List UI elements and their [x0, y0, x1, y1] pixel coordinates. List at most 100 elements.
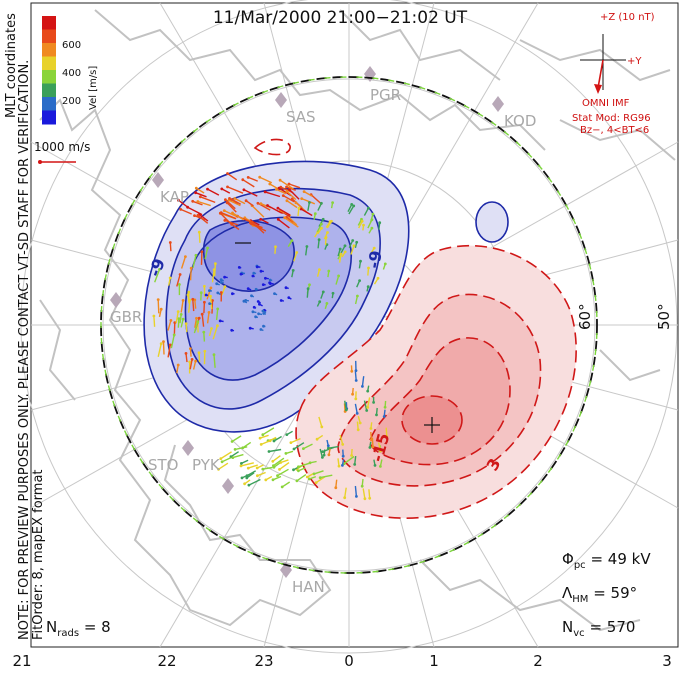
velocity-vector	[371, 437, 374, 447]
velocity-vector-origin	[247, 483, 251, 487]
velocity-vector-origin	[259, 202, 263, 206]
velocity-vector-origin	[197, 316, 201, 320]
velocity-vector-origin	[223, 285, 227, 289]
scale-vector-dot	[38, 160, 42, 164]
velocity-vector-origin	[197, 230, 201, 234]
velocity-vector-origin	[259, 269, 263, 273]
velocity-vector-origin	[302, 447, 305, 450]
n-rads: Nrads = 8	[46, 618, 111, 639]
velocity-vector	[203, 332, 206, 342]
velocity-vector-origin	[295, 479, 299, 483]
velocity-vector-origin	[382, 415, 386, 418]
velocity-vector	[192, 255, 197, 268]
velocity-vector-origin	[258, 175, 262, 179]
velocity-vector	[170, 334, 175, 349]
velocity-vector	[198, 232, 201, 243]
velocity-vector-origin	[343, 250, 347, 254]
velocity-vector	[257, 471, 266, 477]
velocity-vector-origin	[219, 291, 223, 294]
velocity-vector	[338, 254, 342, 263]
velocity-vector-origin	[331, 291, 335, 295]
velocity-vector-origin	[366, 406, 370, 409]
velocity-vector-origin	[383, 405, 387, 409]
velocity-vector-origin	[305, 245, 309, 248]
velocity-vector-origin	[241, 178, 245, 182]
velocity-vector-origin	[343, 244, 347, 248]
velocity-vector	[209, 296, 213, 310]
velocity-vector	[192, 360, 197, 370]
velocity-vector	[220, 451, 232, 460]
velocity-vector	[319, 448, 324, 458]
velocity-vector-origin	[246, 287, 250, 290]
velocity-vector-origin	[354, 379, 358, 382]
velocity-vector	[177, 199, 189, 209]
velocity-vector-origin	[177, 198, 180, 202]
velocity-vector-origin	[240, 462, 243, 465]
velocity-vector	[328, 445, 339, 449]
velocity-vector	[354, 371, 357, 381]
velocity-vector-origin	[198, 195, 202, 199]
velocity-vector-origin	[308, 477, 311, 481]
velocity-vector-origin	[279, 299, 283, 302]
velocity-vector-origin	[331, 201, 334, 205]
velocity-vector-origin	[351, 392, 354, 396]
velocity-vector	[320, 474, 333, 479]
velocity-vector-origin	[251, 310, 255, 314]
velocity-vector-origin	[344, 408, 348, 412]
velocity-vector-origin	[194, 186, 198, 190]
velocity-vector	[180, 208, 192, 215]
phi-pc: Φpc = 49 kV	[562, 550, 651, 571]
velocity-vector-origin	[343, 496, 347, 500]
velocity-vector-origin	[365, 409, 369, 412]
velocity-vector	[301, 197, 316, 205]
velocity-vector-origin	[219, 281, 223, 284]
cbar-segment	[42, 16, 56, 30]
velocity-vector-origin	[325, 302, 329, 305]
velocity-vector-origin	[337, 274, 340, 278]
velocity-vector-origin	[264, 276, 267, 280]
velocity-vector-origin	[179, 208, 183, 211]
velocity-vector-origin	[358, 421, 362, 425]
lambda-symbol: Λ	[562, 584, 573, 602]
velocity-vector-origin	[272, 464, 275, 468]
velocity-vector	[240, 462, 254, 467]
velocity-vector-origin	[220, 460, 224, 464]
velocity-vector-origin	[369, 427, 373, 430]
velocity-vector-origin	[276, 206, 280, 210]
velocity-vector-origin	[334, 486, 338, 490]
velocity-vector	[180, 318, 184, 328]
velocity-vector	[281, 481, 291, 488]
velocity-vector	[224, 199, 236, 210]
velocity-vector-origin	[189, 266, 193, 270]
velocity-vector-origin	[193, 214, 196, 218]
velocity-vector	[284, 217, 299, 228]
velocity-vector	[223, 209, 239, 218]
velocity-vector-origin	[168, 343, 172, 347]
velocity-vector	[198, 352, 201, 363]
velocity-vector	[251, 221, 265, 234]
velocity-vector	[385, 427, 388, 437]
velocity-vector-origin	[203, 349, 207, 353]
mlt-tick-1: 1	[429, 652, 439, 670]
velocity-vector-origin	[297, 465, 300, 469]
velocity-vector-origin	[350, 203, 354, 206]
velocity-vector	[185, 353, 188, 363]
velocity-vector	[212, 325, 219, 340]
velocity-vector-origin	[321, 290, 325, 294]
velocity-vector	[227, 186, 244, 194]
velocity-vector	[232, 212, 245, 221]
velocity-vector-origin	[355, 495, 358, 498]
lambda-sub: HM	[572, 594, 589, 605]
velocity-vector	[246, 470, 257, 477]
velocity-vector-origin	[219, 278, 223, 282]
velocity-vector-origin	[341, 454, 345, 458]
velocity-vector-origin	[337, 464, 341, 468]
velocity-vector	[262, 466, 273, 470]
velocity-vector-origin	[195, 316, 198, 320]
velocity-vector-origin	[261, 283, 265, 286]
velocity-vector-origin	[283, 216, 287, 220]
velocity-vector-origin	[184, 322, 188, 326]
velocity-vector-origin	[327, 453, 331, 457]
velocity-vector	[288, 189, 300, 200]
velocity-vector-origin	[199, 291, 203, 295]
